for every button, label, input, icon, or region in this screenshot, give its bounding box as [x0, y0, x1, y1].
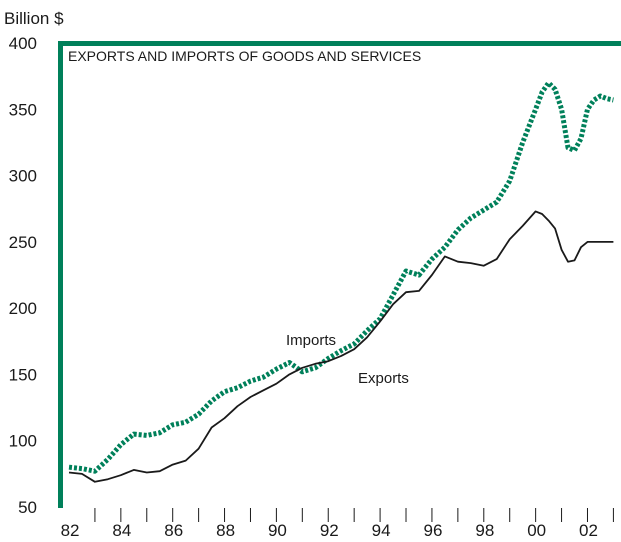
x-tick-label: 86 [164, 521, 183, 540]
x-tick-label: 92 [320, 521, 339, 540]
series-line-imports [68, 80, 614, 474]
y-tick-label: 350 [9, 100, 37, 119]
y-tick-label: 400 [9, 34, 37, 53]
frame-left-border [58, 41, 63, 508]
x-axis-ticks: 82 84 86 88 90 92 94 96 98 00 02 [61, 508, 614, 540]
y-tick-label: 100 [9, 432, 37, 451]
x-tick-label: 94 [372, 521, 391, 540]
x-tick-label: 98 [475, 521, 494, 540]
series-layer [68, 80, 614, 483]
x-tick-label: 02 [579, 521, 598, 540]
x-tick-label: 84 [112, 521, 131, 540]
chart-title: EXPORTS AND IMPORTS OF GOODS AND SERVICE… [68, 48, 421, 64]
x-tick-label: 00 [527, 521, 546, 540]
y-tick-label: 250 [9, 233, 37, 252]
x-tick-label: 82 [61, 521, 80, 540]
x-tick-label: 96 [424, 521, 443, 540]
y-tick-label: 200 [9, 299, 37, 318]
x-tick-label: 88 [216, 521, 235, 540]
x-tick-label: 90 [268, 521, 287, 540]
series-label-imports: Imports [286, 332, 336, 349]
y-tick-label: 150 [9, 365, 37, 384]
series-label-exports: Exports [358, 370, 409, 387]
series-line-exports [68, 210, 614, 483]
y-tick-label: 50 [18, 498, 37, 517]
frame-top-border [58, 41, 621, 46]
y-axis-ticks: 50 100 150 200 250 300 350 400 [9, 34, 37, 517]
y-axis-label: Billion $ [4, 9, 64, 28]
y-tick-label: 300 [9, 167, 37, 186]
